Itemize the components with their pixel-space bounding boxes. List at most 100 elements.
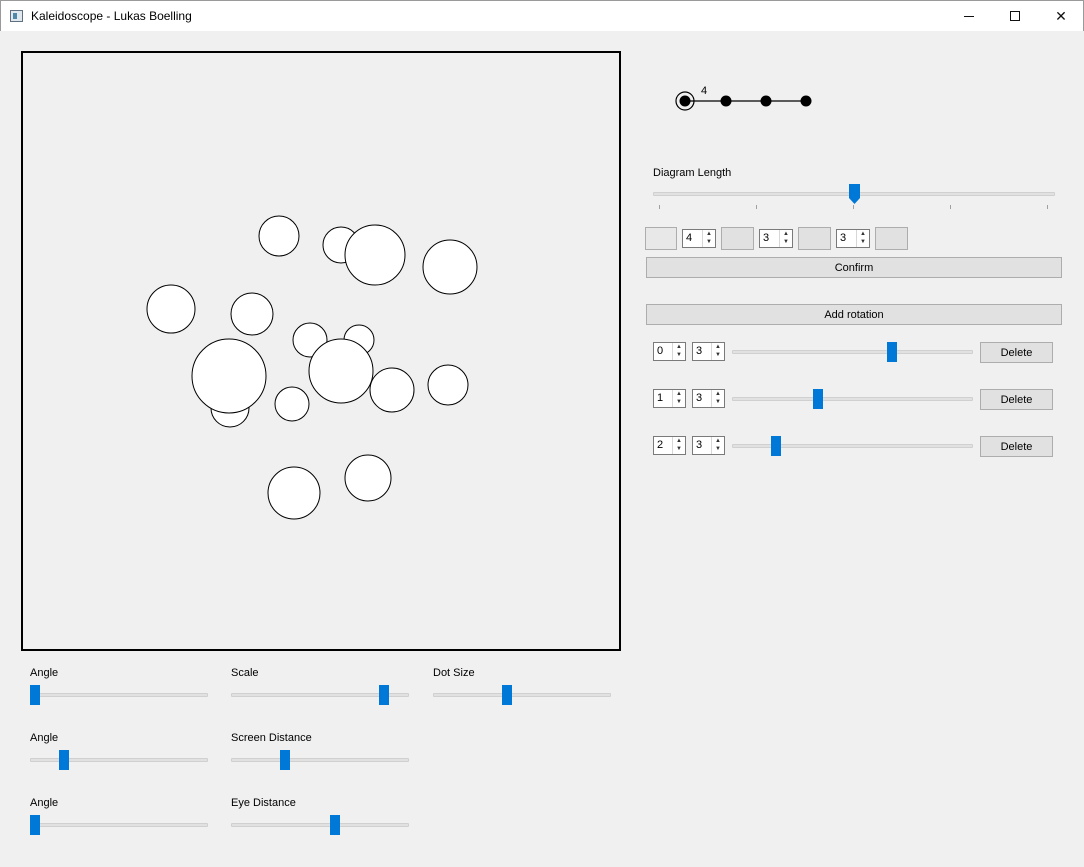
dot [369,367,415,413]
slider-tick [1047,205,1048,209]
node-toggle-2[interactable] [721,227,754,250]
angle-label: Angle [30,797,59,809]
dot [274,386,310,422]
screen-distance-track[interactable] [231,758,409,762]
dot [344,224,406,286]
canvas-drawing [146,215,478,520]
slider-tick [950,205,951,209]
dot [230,292,274,336]
node-toggle-4[interactable] [875,227,908,250]
coxeter-spinbox-2[interactable]: 3 ▲ ▼ [759,229,793,248]
coxeter-spinbox-1[interactable]: 4 ▲ ▼ [682,229,716,248]
dot-size-label: Dot Size [433,667,475,679]
minimize-button[interactable] [946,1,992,31]
eye-distance-label: Eye Distance [231,797,296,809]
dot-size-slider: Dot Size [433,667,613,707]
node-toggle-3[interactable] [798,227,831,250]
spinbox-value: 2 [657,439,664,451]
delete-rotation-button[interactable]: Delete [980,436,1053,457]
eye-distance-slider: Eye Distance [231,797,411,837]
scale-slider: Scale [231,667,411,707]
spin-arrows-icon[interactable]: ▲ ▼ [711,437,724,454]
spin-arrows-icon[interactable]: ▲ ▼ [711,390,724,407]
minimize-icon [964,15,974,17]
dot [258,215,300,257]
rotation-axis-b-spinbox[interactable]: 3 ▲ ▼ [692,436,725,455]
rotation-speed-track[interactable] [732,350,973,354]
angle-thumb[interactable] [30,815,40,835]
scale-track[interactable] [231,693,409,697]
rotation-axis-a-spinbox[interactable]: 1 ▲ ▼ [653,389,686,408]
angle-track[interactable] [30,823,208,827]
coxeter-spinbox-3[interactable]: 3 ▲ ▼ [836,229,870,248]
screen-distance-slider: Screen Distance [231,732,411,772]
spin-arrows-icon[interactable]: ▲ ▼ [711,343,724,360]
rotation-axis-b-spinbox[interactable]: 3 ▲ ▼ [692,342,725,361]
spinbox-value: 3 [696,439,703,451]
spinbox-value: 3 [763,232,770,244]
spin-arrows-icon[interactable]: ▲ ▼ [672,390,685,407]
angle-slider-2: Angle [30,732,210,772]
rotation-speed-thumb[interactable] [886,342,897,362]
diagram-edge-label: 4 [701,85,708,97]
screen-distance-thumb[interactable] [279,750,290,770]
angle-thumb[interactable] [30,685,40,705]
screen-distance-label: Screen Distance [231,732,312,744]
spinbox-value: 4 [686,232,693,244]
rotation-speed-track[interactable] [732,444,973,448]
diagram-length-label: Diagram Length [653,167,732,179]
slider-tick [853,205,854,209]
delete-rotation-button[interactable]: Delete [980,342,1053,363]
spin-arrows-icon[interactable]: ▲ ▼ [672,343,685,360]
dot [146,284,196,334]
dot [427,364,469,406]
angle-thumb[interactable] [58,750,69,770]
angle-track[interactable] [30,758,208,762]
confirm-button[interactable]: Confirm [646,257,1062,278]
spin-arrows-icon[interactable]: ▲ ▼ [702,230,715,247]
title-bar: Kaleidoscope - Lukas Boelling ✕ [0,0,1084,31]
spinbox-value: 3 [696,345,703,357]
rotation-speed-track[interactable] [732,397,973,401]
spin-arrows-icon[interactable]: ▲ ▼ [779,230,792,247]
rotation-axis-b-spinbox[interactable]: 3 ▲ ▼ [692,389,725,408]
spinbox-value: 3 [696,392,703,404]
dot [308,338,374,404]
diagram-length-thumb[interactable] [848,184,860,204]
dot-size-thumb[interactable] [501,685,512,705]
slider-tick [756,205,757,209]
kaleidoscope-canvas[interactable] [21,51,621,651]
diagram-node-selected [675,91,695,111]
dot-size-track[interactable] [433,693,611,697]
node-toggle-1[interactable] [645,227,677,250]
maximize-icon [1010,11,1020,21]
angle-track[interactable] [30,693,208,697]
rotation-speed-thumb[interactable] [812,389,823,409]
eye-distance-thumb[interactable] [330,815,341,835]
spin-arrows-icon[interactable]: ▲ ▼ [856,230,869,247]
scale-thumb[interactable] [378,685,389,705]
rotation-speed-thumb[interactable] [771,436,782,456]
scale-label: Scale [231,667,259,679]
diagram-node [800,95,812,107]
add-rotation-button[interactable]: Add rotation [646,304,1062,325]
diagram-node [720,95,732,107]
rotation-axis-a-spinbox[interactable]: 0 ▲ ▼ [653,342,686,361]
angle-label: Angle [30,667,59,679]
diagram-node [679,95,691,107]
spinbox-value: 0 [657,345,664,357]
maximize-button[interactable] [992,1,1038,31]
angle-label: Angle [30,732,59,744]
eye-distance-track[interactable] [231,823,409,827]
close-icon: ✕ [1055,7,1067,24]
rotation-axis-a-spinbox[interactable]: 2 ▲ ▼ [653,436,686,455]
coxeter-diagram[interactable] [670,84,820,116]
diagram-node [760,95,772,107]
delete-rotation-button[interactable]: Delete [980,389,1053,410]
close-button[interactable]: ✕ [1038,1,1084,31]
spin-arrows-icon[interactable]: ▲ ▼ [672,437,685,454]
spinbox-value: 3 [840,232,847,244]
angle-slider-1: Angle [30,667,210,707]
dot [344,454,392,502]
window-title: Kaleidoscope - Lukas Boelling [31,9,192,23]
